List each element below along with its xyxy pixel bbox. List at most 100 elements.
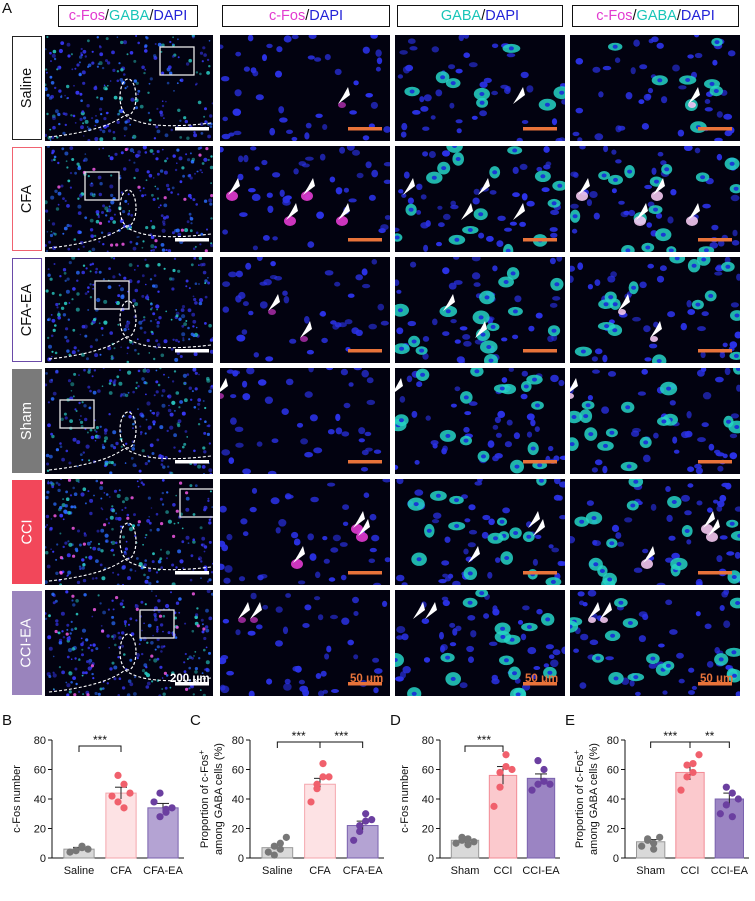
- column-header-part: DAPI: [309, 8, 344, 24]
- micrograph-cci-ea-col3: [395, 590, 565, 696]
- column-header-part: GABA: [636, 8, 677, 24]
- micrograph-cfa-col3: [395, 146, 565, 252]
- data-point: [470, 838, 478, 846]
- data-point: [66, 848, 74, 856]
- data-point: [677, 786, 685, 794]
- data-point: [508, 765, 516, 774]
- data-point: [270, 851, 278, 859]
- column-header-part: DAPI: [680, 8, 715, 24]
- significance-label: **: [705, 729, 715, 743]
- column-header-part: /: [305, 8, 310, 24]
- data-point: [534, 757, 542, 765]
- data-point: [650, 845, 658, 853]
- y-axis-label: c-Fos number: [11, 765, 23, 833]
- panel-letter-e: E: [565, 712, 576, 729]
- data-point: [689, 768, 697, 777]
- data-point: [716, 810, 724, 818]
- micrograph-cci-col3: [395, 479, 565, 585]
- data-point: [307, 798, 315, 806]
- chart-panel-d: 0 20 40 60 80 c-Fos number Sham CCI CCI-EA ***: [388, 712, 566, 896]
- row-label-text: CFA: [19, 184, 36, 214]
- column-header-3: GABA / DAPI: [397, 5, 563, 27]
- data-point: [126, 789, 134, 797]
- x-tick-label: CCI-EA: [522, 865, 560, 877]
- x-tick-label: CCI: [494, 865, 513, 877]
- data-point: [168, 804, 176, 812]
- data-point: [325, 773, 333, 781]
- x-tick-label: CCI-EA: [711, 865, 749, 877]
- data-point: [452, 839, 460, 847]
- significance-label: ***: [477, 733, 491, 747]
- data-point: [638, 842, 646, 850]
- micrograph-saline-col3: [395, 35, 565, 141]
- y-tick-label: 80: [34, 735, 46, 747]
- y-tick-label: 0: [40, 853, 46, 865]
- column-header-2: c-Fos / DAPI: [222, 5, 390, 27]
- data-point: [650, 839, 658, 847]
- panel-letter-b: B: [2, 712, 13, 729]
- y-tick-label: 20: [232, 824, 244, 836]
- data-point: [734, 795, 742, 803]
- data-point: [728, 813, 736, 821]
- row-label-text: CFA-EA: [19, 283, 35, 337]
- data-point: [496, 783, 504, 791]
- x-tick-label: Saline: [64, 865, 95, 877]
- y-tick-label: 20: [34, 824, 46, 836]
- data-point: [264, 848, 272, 856]
- bar-cci: [675, 771, 705, 859]
- row-label-sham: Sham: [12, 369, 42, 473]
- column-header-part: c-Fos: [268, 8, 306, 24]
- column-header-part: GABA: [109, 8, 150, 24]
- micrograph-cci-ea-col1: [45, 590, 213, 696]
- data-point: [72, 847, 80, 855]
- data-point: [350, 836, 358, 844]
- micrograph-sham-col3: [395, 368, 565, 474]
- data-point: [84, 845, 92, 853]
- column-header-1: c-Fos / GABA / DAPI: [58, 5, 198, 27]
- panel-letter-a: A: [2, 0, 13, 17]
- micrograph-cci-col4: [570, 479, 740, 585]
- data-point: [683, 773, 691, 781]
- panel-letter-c: C: [190, 712, 201, 729]
- data-point: [120, 780, 128, 788]
- y-tick-label: 20: [422, 824, 434, 836]
- scale-label-zoom: 50 μm: [350, 673, 384, 685]
- data-point: [695, 751, 703, 759]
- data-point: [319, 773, 327, 781]
- row-label-text: Saline: [19, 67, 35, 109]
- data-point: [496, 768, 504, 777]
- micrograph-saline-col4: [570, 35, 740, 141]
- x-tick-label: CFA: [110, 865, 132, 877]
- data-point: [490, 802, 498, 810]
- y-tick-label: 60: [607, 765, 619, 777]
- data-point: [534, 780, 542, 788]
- micrograph-saline-col1: [45, 35, 213, 141]
- y-tick-label: 60: [422, 765, 434, 777]
- significance-label: ***: [334, 729, 348, 743]
- column-header-part: c-Fos: [596, 8, 633, 24]
- data-point: [162, 808, 170, 816]
- y-tick-label: 60: [34, 765, 46, 777]
- data-point: [502, 762, 510, 771]
- data-point: [276, 839, 284, 847]
- data-point: [546, 780, 554, 788]
- row-label-cfa: CFA: [12, 147, 42, 251]
- micrograph-cfa-ea-col2: [220, 257, 390, 363]
- y-tick-label: 80: [232, 735, 244, 747]
- bar-chart-b: 0 20 40 60 80 c-Fos number Saline CFA CFA-EA ***: [11, 733, 184, 877]
- micrograph-sham-col2: [220, 368, 390, 474]
- y-tick-label: 0: [238, 853, 244, 865]
- y-axis-label-line2: among GABA cells (%): [213, 743, 225, 855]
- column-header-part: /: [149, 8, 154, 24]
- x-tick-label: CFA-EA: [143, 865, 183, 877]
- significance-label: ***: [93, 733, 107, 747]
- data-point: [319, 760, 327, 768]
- bar-cci-ea: [714, 798, 744, 859]
- row-label-saline: Saline: [12, 36, 42, 140]
- data-point: [464, 835, 472, 843]
- y-tick-label: 40: [34, 794, 46, 806]
- data-point: [644, 835, 652, 843]
- row-label-cfa-ea: CFA-EA: [12, 258, 42, 362]
- data-point: [464, 841, 472, 849]
- micrograph-cfa-col4: [570, 146, 740, 252]
